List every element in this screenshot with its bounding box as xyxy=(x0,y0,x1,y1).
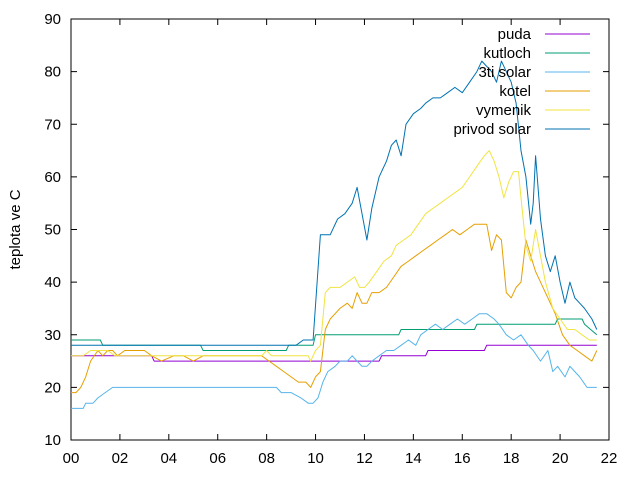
legend: puda kutloch 3ti solar kotel vymenik privod s… xyxy=(453,26,590,138)
y-tick-label: 80 xyxy=(44,64,61,81)
x-tick-label: 20 xyxy=(552,450,569,467)
y-tick-label: 70 xyxy=(44,116,61,133)
y-tick-label: 20 xyxy=(44,379,61,396)
x-tick-label: 04 xyxy=(160,450,177,467)
y-tick-label: 30 xyxy=(44,327,61,344)
y-axis-label: teplota ve C xyxy=(7,189,24,269)
x-tick-label: 00 xyxy=(63,450,80,467)
x-tick-label: 08 xyxy=(258,450,275,467)
legend-label: 3ti solar xyxy=(478,64,531,81)
series-line-kotel xyxy=(71,223,598,394)
series-line-3ti-solar xyxy=(71,313,597,409)
x-tick-label: 16 xyxy=(454,450,471,467)
y-tick-label: 90 xyxy=(44,11,61,28)
x-tick-label: 22 xyxy=(601,450,618,467)
x-tick-label: 14 xyxy=(405,450,422,467)
legend-label: kotel xyxy=(499,83,531,100)
y-tick-label: 10 xyxy=(44,432,61,449)
series-lines xyxy=(71,60,598,409)
x-tick-label: 12 xyxy=(356,450,373,467)
x-tick-label: 06 xyxy=(209,450,226,467)
series-line-privod-solar xyxy=(71,60,598,346)
x-tick-label: 02 xyxy=(112,450,129,467)
y-axis: 10 20 30 40 50 60 70 80 90 xyxy=(44,11,609,449)
x-axis: 00 02 04 06 08 10 12 14 16 18 20 22 xyxy=(63,19,618,467)
legend-label: privod solar xyxy=(453,121,531,138)
legend-label: puda xyxy=(498,26,532,43)
series-line-puda xyxy=(71,344,597,362)
legend-label: vymenik xyxy=(476,102,532,119)
x-tick-label: 18 xyxy=(503,450,520,467)
y-tick-label: 50 xyxy=(44,222,61,239)
y-tick-label: 40 xyxy=(44,274,61,291)
legend-label: kutloch xyxy=(483,45,531,62)
y-tick-label: 60 xyxy=(44,169,61,186)
x-tick-label: 10 xyxy=(307,450,324,467)
series-line-vymenik xyxy=(71,150,597,362)
